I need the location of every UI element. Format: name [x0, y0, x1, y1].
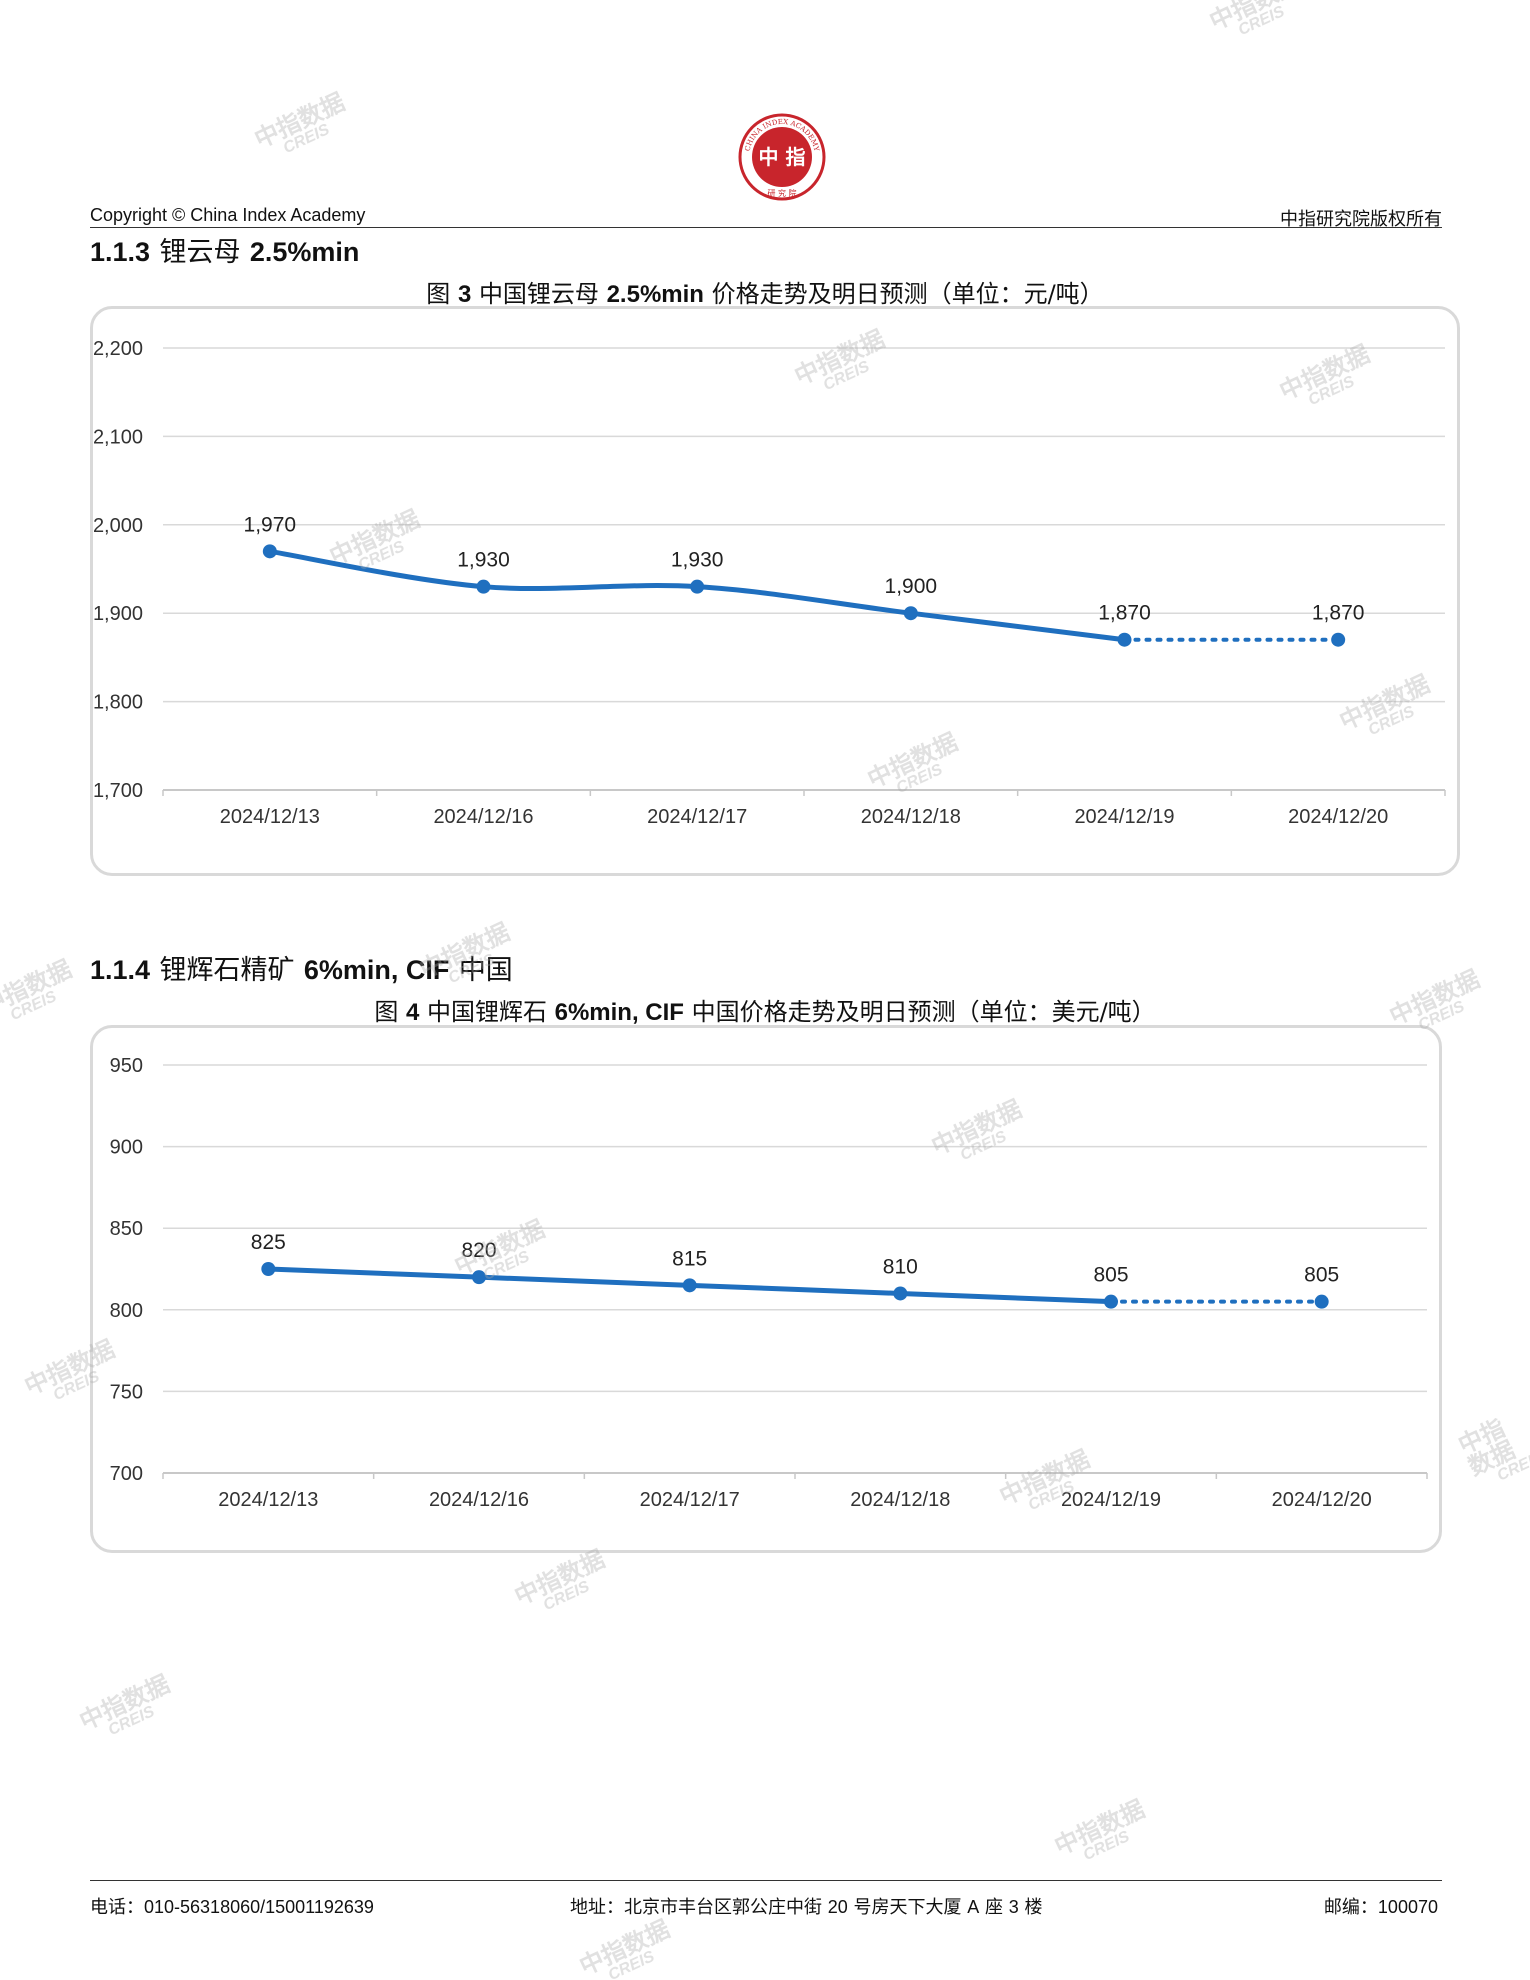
svg-text:研 究 院: 研 究 院: [767, 188, 796, 198]
data-label: 810: [883, 1255, 918, 1278]
data-point: [682, 1278, 697, 1293]
watermark: 中指数据 CREIS: [1050, 1794, 1150, 1865]
watermark: 中指数据 CREIS: [575, 1914, 675, 1980]
data-point: [690, 579, 705, 594]
y-tick-label: 950: [110, 1055, 143, 1077]
data-label: 1,970: [244, 513, 297, 536]
y-tick-label: 1,700: [93, 780, 143, 802]
data-label: 825: [251, 1231, 286, 1254]
y-tick-label: 900: [110, 1137, 143, 1159]
data-label: 1,870: [1098, 602, 1151, 625]
chart-4-title: 图 4 中国锂辉石 6%min, CIF 中国价格走势及明日预测（单位：美元/吨…: [374, 998, 1156, 1026]
rights-reserved-text: 中指研究院版权所有: [1280, 209, 1442, 230]
data-point: [1314, 1294, 1329, 1309]
y-tick-label: 2,100: [93, 426, 143, 448]
x-tick-label: 2024/12/18: [850, 1489, 950, 1511]
data-point: [261, 1262, 276, 1276]
header-divider: [90, 227, 1442, 228]
footer-zip: 邮编：100070: [1323, 1897, 1438, 1918]
chart-3-panel: 1,700 1,800 1,900 2,000 2,100 2,200 2024/12/13…: [90, 306, 1460, 876]
x-tick-label: 2024/12/19: [1061, 1489, 1161, 1511]
y-tick-label: 850: [110, 1218, 143, 1240]
data-label: 805: [1093, 1264, 1128, 1287]
chart-4-panel: 700 750 800 850 900 950 2024/12/13 2024/12/16 20…: [90, 1025, 1442, 1553]
footer-phone: 电话：010-56318060/15001192639: [90, 1897, 374, 1918]
y-tick-label: 2,000: [93, 515, 143, 537]
y-tick-label: 800: [110, 1300, 143, 1322]
y-tick-label: 2,200: [93, 338, 143, 360]
watermark: 中指数据 CREIS: [1453, 1413, 1530, 1485]
y-tick-label: 700: [110, 1463, 143, 1485]
x-tick-label: 2024/12/19: [1074, 806, 1174, 828]
data-label: 805: [1304, 1264, 1339, 1287]
section-title-1-1-3: 1.1.3 锂云母 2.5%min: [90, 237, 360, 268]
y-tick-label: 750: [110, 1381, 143, 1403]
y-tick-label: 1,900: [93, 603, 143, 625]
data-point: [903, 606, 918, 621]
data-point: [1117, 632, 1132, 647]
x-tick-label: 2024/12/16: [433, 806, 533, 828]
data-label: 820: [461, 1239, 496, 1262]
watermark: 中指数据 CREIS: [250, 87, 350, 158]
data-point: [1104, 1294, 1118, 1309]
y-tick-label: 1,800: [93, 692, 143, 714]
data-label: 1,930: [671, 549, 724, 572]
watermark: 中指数据 CREIS: [75, 1669, 175, 1740]
x-tick-label: 2024/12/17: [647, 806, 747, 828]
x-tick-label: 2024/12/20: [1288, 806, 1388, 828]
data-label: 815: [672, 1247, 707, 1270]
chart-3-svg: 1,700 1,800 1,900 2,000 2,100 2,200 2024/12/13…: [93, 338, 1446, 828]
chart-3-title: 图 3 中国锂云母 2.5%min 价格走势及明日预测（单位：元/吨）: [426, 280, 1104, 308]
data-point: [1331, 632, 1346, 647]
svg-text:中 指: 中 指: [759, 145, 806, 169]
footer-divider: [90, 1880, 1442, 1881]
footer-address: 地址：北京市丰台区郭公庄中街 20 号房天下大厦 A 座 3 楼: [570, 1897, 1043, 1918]
copyright-text: Copyright © China Index Academy: [90, 205, 366, 225]
section-title-1-1-4: 1.1.4 锂辉石精矿 6%min, CIF 中国: [90, 955, 513, 986]
data-label: 1,870: [1312, 602, 1365, 625]
data-label: 1,930: [457, 549, 510, 572]
x-tick-label: 2024/12/17: [640, 1489, 740, 1511]
watermark: 中指数据 CREIS: [1205, 0, 1305, 40]
china-index-academy-logo: 中 指 研 究 院 CHINA INDEX ACADEMY: [738, 113, 826, 201]
data-point: [262, 544, 277, 559]
data-point: [476, 579, 491, 594]
data-point: [893, 1286, 908, 1301]
x-tick-label: 2024/12/13: [218, 1489, 318, 1511]
x-tick-label: 2024/12/13: [220, 806, 320, 828]
x-tick-label: 2024/12/20: [1272, 1489, 1372, 1511]
x-tick-label: 2024/12/18: [861, 806, 961, 828]
x-tick-label: 2024/12/16: [429, 1489, 529, 1511]
data-point: [472, 1270, 486, 1285]
data-label: 1,900: [885, 575, 938, 598]
watermark: 中指数据 CREIS: [510, 1544, 610, 1615]
chart-4-svg: 700 750 800 850 900 950 2024/12/13 2024/12/16 20…: [110, 1055, 1428, 1511]
